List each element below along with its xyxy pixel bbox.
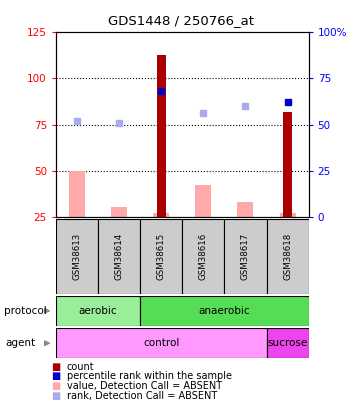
Text: sucrose: sucrose bbox=[268, 338, 308, 348]
Text: GSM38618: GSM38618 bbox=[283, 232, 292, 280]
Text: percentile rank within the sample: percentile rank within the sample bbox=[67, 371, 232, 381]
Bar bbox=[195, 185, 211, 217]
Text: agent: agent bbox=[5, 338, 35, 348]
Text: aerobic: aerobic bbox=[79, 306, 117, 316]
Text: GSM38615: GSM38615 bbox=[157, 232, 166, 280]
Text: count: count bbox=[67, 362, 95, 371]
Text: ■: ■ bbox=[51, 391, 61, 401]
Bar bbox=[111, 207, 127, 217]
Bar bbox=[225, 219, 266, 294]
Bar bbox=[157, 55, 166, 217]
Bar bbox=[140, 219, 182, 294]
Bar bbox=[238, 202, 253, 217]
Text: GSM38616: GSM38616 bbox=[199, 232, 208, 280]
Text: control: control bbox=[143, 338, 179, 348]
Text: GSM38617: GSM38617 bbox=[241, 232, 250, 280]
Bar bbox=[279, 213, 296, 217]
Bar bbox=[266, 219, 309, 294]
Bar bbox=[266, 328, 309, 358]
Text: anaerobic: anaerobic bbox=[199, 306, 250, 316]
Text: GDS1448 / 250766_at: GDS1448 / 250766_at bbox=[108, 14, 253, 27]
Text: ■: ■ bbox=[51, 371, 61, 381]
Text: value, Detection Call = ABSENT: value, Detection Call = ABSENT bbox=[67, 381, 222, 391]
Bar bbox=[69, 171, 85, 217]
Text: ■: ■ bbox=[51, 362, 61, 371]
Bar bbox=[182, 219, 225, 294]
Text: protocol: protocol bbox=[4, 306, 46, 316]
Text: GSM38614: GSM38614 bbox=[115, 232, 123, 280]
Bar bbox=[56, 296, 140, 326]
Bar bbox=[56, 328, 266, 358]
Bar bbox=[98, 219, 140, 294]
Bar bbox=[153, 213, 169, 217]
Bar bbox=[140, 296, 309, 326]
Text: rank, Detection Call = ABSENT: rank, Detection Call = ABSENT bbox=[67, 391, 217, 401]
Text: GSM38613: GSM38613 bbox=[73, 232, 82, 280]
Bar bbox=[283, 112, 292, 217]
Bar bbox=[56, 219, 98, 294]
Text: ■: ■ bbox=[51, 381, 61, 391]
